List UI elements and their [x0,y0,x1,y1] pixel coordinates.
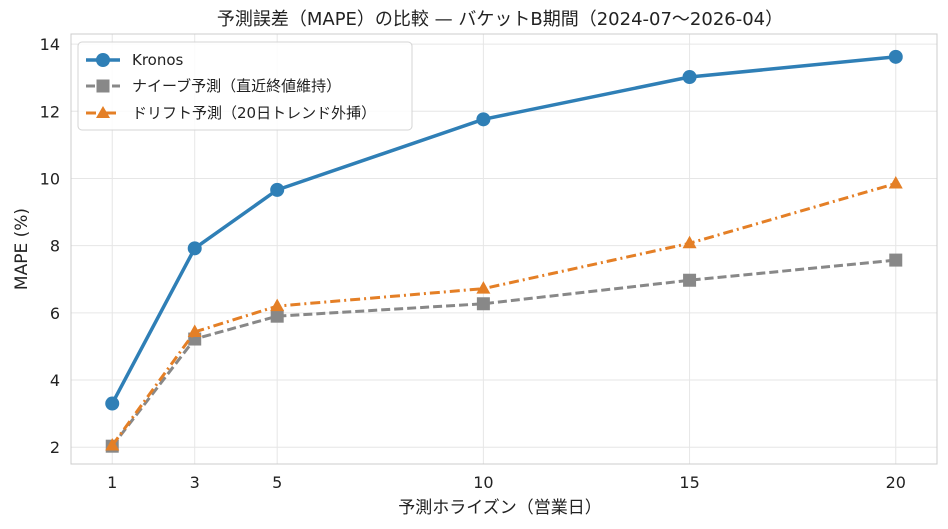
legend-item-kronos: Kronos [86,51,184,69]
y-tick-label: 12 [40,102,60,121]
data-point-kronos [187,241,202,256]
legend-marker-drift [96,106,110,118]
y-tick-label: 14 [40,35,60,54]
series-line-drift [111,182,897,447]
x-tick-label: 5 [272,473,282,492]
legend-item-naive: ナイーブ予測（直近終値維持） [86,77,341,95]
data-point-kronos [682,70,697,84]
legend-item-drift: ドリフト予測（20日トレンド外挿） [86,104,376,122]
legend-marker-naive [96,79,110,93]
data-point-naive [476,297,490,311]
data-point-drift [888,175,903,189]
data-point-drift [476,281,491,294]
x-tick-label: 10 [473,473,493,492]
data-point-kronos [105,396,120,411]
x-tick-label: 1 [107,473,117,492]
data-point-kronos [270,182,285,197]
data-point-drift [105,438,120,451]
x-axis-title: 予測ホライズン（営業日） [398,498,602,518]
series-line-naive [111,258,896,448]
chart-title: 予測誤差（MAPE）の比較 — バケットB期間（2024-07〜2026-04） [217,9,783,30]
series-line-kronos [110,55,896,405]
data-point-naive [683,273,697,287]
legend-box [77,41,413,131]
legend-label-naive: ナイーブ予測（直近終値維持） [132,77,341,95]
legend: Kronos ナイーブ予測（直近終値維持） ドリフト予測（20日トレンド外挿） [77,41,413,131]
y-tick-label: 8 [50,237,60,256]
data-point-drift [682,235,697,249]
x-tick-label: 3 [190,473,200,492]
series-kronos [105,49,903,411]
x-tick-label: 15 [679,473,699,492]
data-point-kronos [888,49,903,64]
data-point-kronos [476,112,491,127]
x-tick-label: 20 [886,473,906,492]
series-layer [105,49,903,453]
tick-layer: 1 3 5 10 15 20 2 4 6 8 10 12 14 [40,35,906,492]
data-point-naive [889,253,903,267]
y-tick-label: 4 [50,371,60,390]
y-axis-title: MAPE (%) [12,208,32,290]
y-tick-label: 10 [40,169,60,188]
data-point-naive [270,309,284,323]
data-point-drift [187,324,202,337]
legend-marker-kronos [96,53,110,67]
legend-label-kronos: Kronos [132,51,184,69]
data-point-drift [270,298,285,312]
plot-frame [70,33,938,465]
series-naive [105,253,903,453]
series-drift [105,175,903,451]
legend-label-drift: ドリフト予測（20日トレンド外挿） [132,104,376,122]
y-tick-label: 2 [50,438,60,457]
y-tick-label: 6 [50,304,60,323]
